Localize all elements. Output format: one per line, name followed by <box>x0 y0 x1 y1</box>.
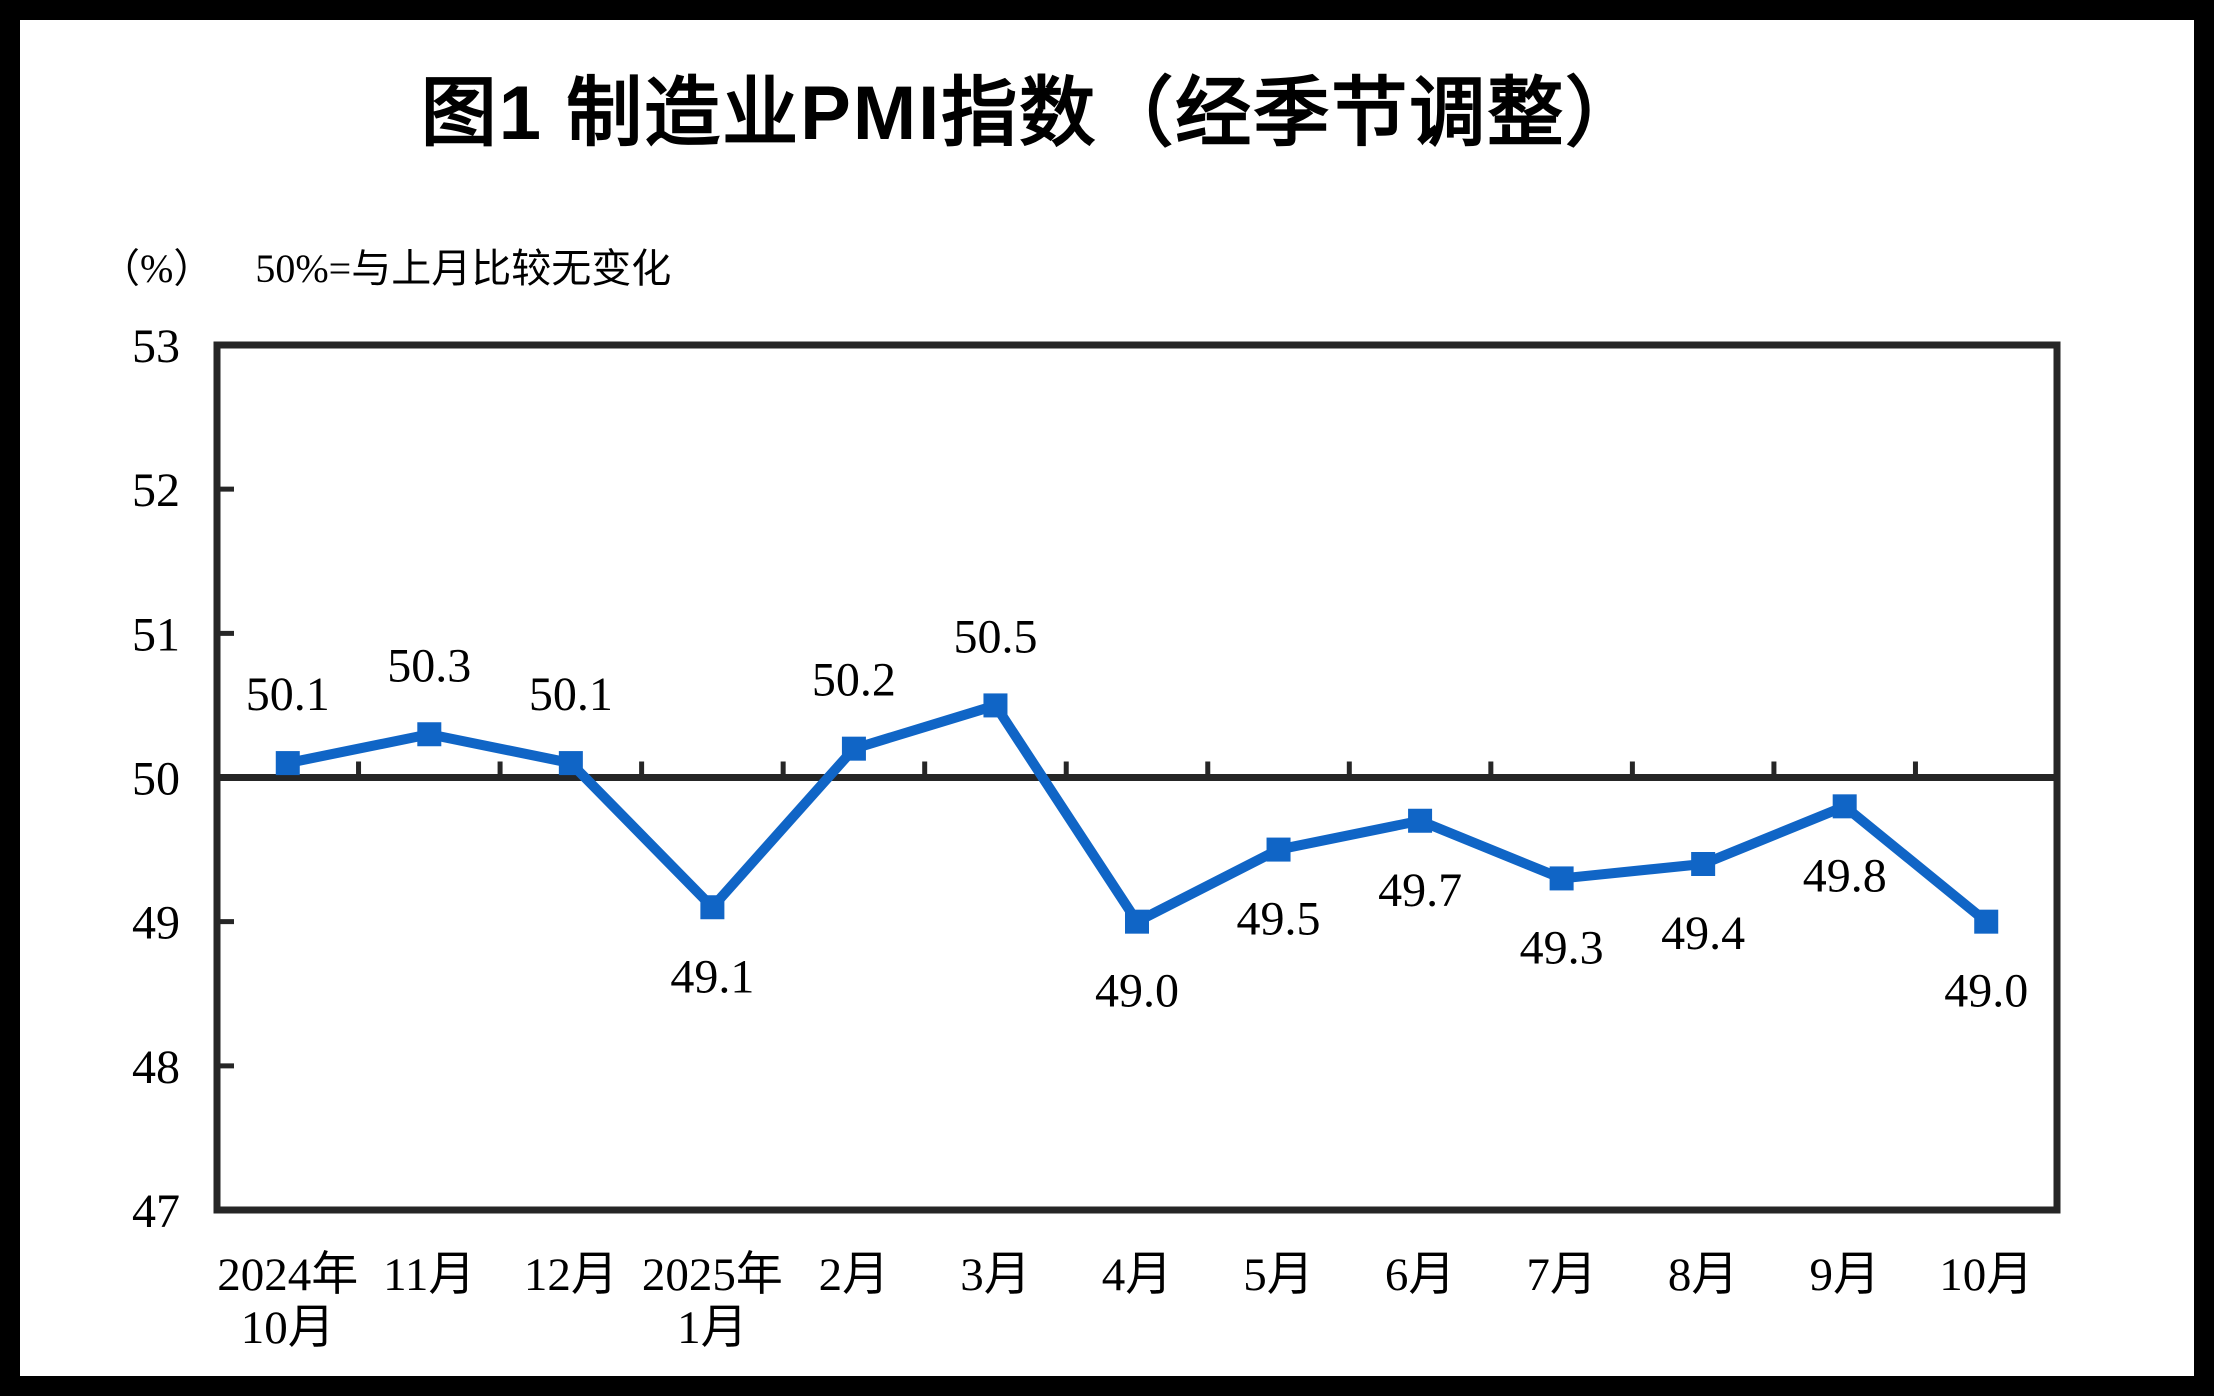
reference-note: 50%=与上月比较无变化 <box>255 246 672 291</box>
data-point-label: 49.1 <box>670 950 754 1003</box>
data-point-label: 50.5 <box>953 610 1037 663</box>
x-axis-label: 10月 <box>241 1302 335 1354</box>
x-axis-label: 1月 <box>677 1302 748 1354</box>
x-axis-label: 9月 <box>1809 1249 1880 1301</box>
data-point-marker <box>417 722 442 747</box>
y-axis-label: 53 <box>132 320 180 373</box>
x-axis-label: 10月 <box>1939 1249 2033 1301</box>
y-axis-label: 47 <box>132 1185 180 1238</box>
x-axis-label: 11月 <box>383 1249 475 1301</box>
unit-label: （%） <box>100 246 214 291</box>
x-axis-label: 2024年 <box>217 1249 358 1301</box>
y-axis-label: 49 <box>132 897 180 950</box>
x-axis-label: 2025年 <box>642 1249 783 1301</box>
x-axis-label: 5月 <box>1243 1249 1314 1301</box>
data-point-marker <box>275 751 300 776</box>
data-point-label: 50.1 <box>529 668 613 721</box>
y-axis-label: 52 <box>132 464 180 517</box>
pmi-series-line <box>282 700 1992 927</box>
data-point-marker <box>1549 866 1574 891</box>
x-axis-label: 8月 <box>1668 1249 1739 1301</box>
chart-title: 图1 制造业PMI指数（经季节调整） <box>420 71 1644 156</box>
data-point-marker <box>1266 837 1291 862</box>
y-axis-label: 48 <box>132 1041 180 1094</box>
data-point-marker <box>700 895 725 920</box>
data-point-label: 49.0 <box>1095 965 1179 1018</box>
axis-unit-subtitle: （%） 50%=与上月比较无变化 <box>100 245 671 293</box>
data-point-marker <box>1408 808 1433 833</box>
data-point-label: 49.3 <box>1520 921 1604 974</box>
data-point-marker <box>841 736 866 761</box>
x-axis-label: 3月 <box>960 1249 1031 1301</box>
data-point-label: 50.3 <box>387 639 471 692</box>
y-axis-label: 50 <box>132 753 180 806</box>
data-point-marker <box>1974 909 1999 934</box>
x-axis-label: 7月 <box>1526 1249 1597 1301</box>
data-point-label: 49.8 <box>1803 849 1887 902</box>
data-point-label: 49.4 <box>1661 907 1745 960</box>
x-axis-label: 12月 <box>524 1249 618 1301</box>
data-point-label: 49.5 <box>1237 893 1321 946</box>
data-point-label: 50.1 <box>246 668 330 721</box>
data-point-label: 49.0 <box>1944 965 2028 1018</box>
data-point-marker <box>983 693 1008 718</box>
data-point-marker <box>558 751 583 776</box>
x-axis-label: 6月 <box>1385 1249 1456 1301</box>
data-point-marker <box>1832 794 1857 819</box>
x-axis-label: 2月 <box>819 1249 890 1301</box>
y-axis-label: 51 <box>132 608 180 661</box>
data-point-label: 49.7 <box>1378 864 1462 917</box>
data-point-label: 50.2 <box>812 654 896 707</box>
data-point-marker <box>1691 852 1716 876</box>
x-axis-label: 4月 <box>1102 1249 1173 1301</box>
data-point-marker <box>1125 909 1149 934</box>
